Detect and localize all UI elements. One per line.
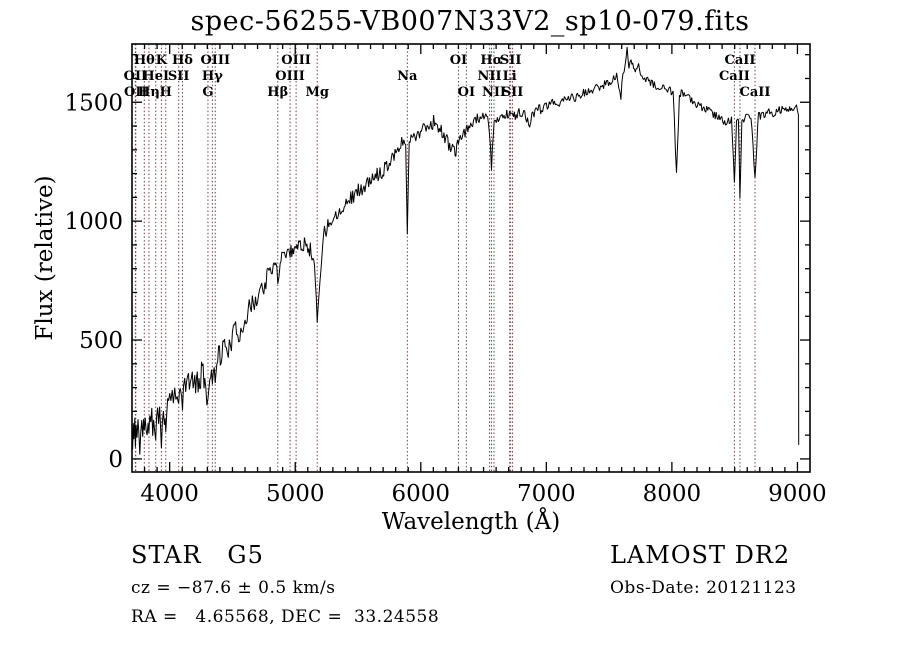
- line-label-OII: OII: [124, 85, 148, 100]
- x-axis-title: Wavelength (Å): [382, 507, 560, 535]
- line-label-Hγ: Hγ: [202, 69, 223, 84]
- line-label-Hα: Hα: [480, 53, 502, 68]
- line-label-G: G: [202, 85, 213, 100]
- x-tick-label-4000: 4000: [140, 481, 199, 507]
- line-label-OIII: OIII: [200, 53, 230, 68]
- line-label-OI: OI: [450, 53, 467, 68]
- line-label-Hβ: Hβ: [267, 85, 288, 100]
- y-axis-title: Flux (relative): [32, 175, 58, 340]
- tick-labels: 4000 5000 6000 7000 8000 9000 0 500 1000 1500: [64, 90, 826, 507]
- line-label-NII: NII: [482, 85, 506, 100]
- x-tick-label-5000: 5000: [266, 481, 325, 507]
- x-tick-label-8000: 8000: [643, 481, 702, 507]
- line-label-Hδ: Hδ: [172, 53, 193, 68]
- line-label-SII: SII: [500, 53, 522, 68]
- axis-ticks: [132, 44, 810, 472]
- radial-velocity-text: cz = −87.6 ± 0.5 km/s: [131, 578, 336, 598]
- line-label-HeI: HeI: [142, 69, 169, 84]
- spectrum-series: [132, 46, 800, 455]
- y-tick-label-1000: 1000: [64, 209, 123, 235]
- line-label-Mg: Mg: [305, 85, 328, 100]
- line-label-H: H: [160, 85, 172, 100]
- line-label-Hη: Hη: [138, 85, 160, 100]
- axis-titles: Wavelength (Å) Flux (relative): [32, 175, 560, 535]
- obs-date-text: Obs-Date: 20121123: [610, 578, 797, 598]
- line-label-OIII: OIII: [281, 53, 311, 68]
- line-label-Li: Li: [503, 69, 517, 84]
- y-tick-label-0: 0: [108, 447, 123, 473]
- line-label-SII: SII: [168, 69, 190, 84]
- survey-release-label: LAMOST DR2: [610, 541, 791, 569]
- line-label-OII: OII: [124, 69, 148, 84]
- spectral-line-markers: [134, 44, 756, 472]
- line-label-NII: NII: [478, 69, 502, 84]
- y-tick-label-1500: 1500: [64, 90, 123, 116]
- ra-dec-text: RA = 4.65568, DEC = 33.24558: [131, 607, 440, 627]
- line-label-CaII: CaII: [724, 53, 755, 68]
- plot-title: spec-56255-VB007N33V2_sp10-079.fits: [190, 6, 750, 37]
- line-label-CaII: CaII: [719, 69, 750, 84]
- line-label-CaII: CaII: [740, 85, 771, 100]
- x-tick-label-7000: 7000: [517, 481, 576, 507]
- x-tick-label-6000: 6000: [392, 481, 451, 507]
- line-label-SII: SII: [502, 85, 524, 100]
- line-label-Na: Na: [397, 69, 418, 84]
- x-tick-label-9000: 9000: [768, 481, 827, 507]
- line-label-OIII: OIII: [275, 69, 305, 84]
- y-tick-label-500: 500: [79, 328, 123, 354]
- object-classification: STAR G5: [131, 541, 264, 569]
- spectrum-flux-curve: [132, 46, 800, 455]
- line-label-OI: OI: [458, 85, 475, 100]
- line-label-Hθ: Hθ: [134, 53, 155, 68]
- line-label-K: K: [156, 53, 168, 68]
